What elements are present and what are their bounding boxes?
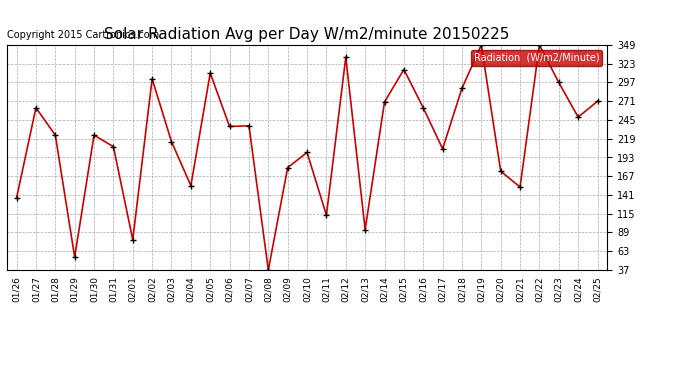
Title: Solar Radiation Avg per Day W/m2/minute 20150225: Solar Radiation Avg per Day W/m2/minute … (104, 27, 510, 42)
Legend: Radiation  (W/m2/Minute): Radiation (W/m2/Minute) (471, 50, 602, 66)
Text: Copyright 2015 Cartronics.com: Copyright 2015 Cartronics.com (7, 30, 159, 40)
